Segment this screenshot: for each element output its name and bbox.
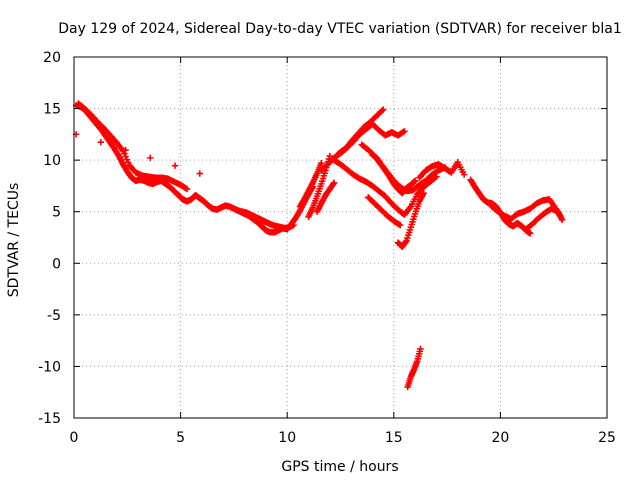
series-arc-upper-2 — [335, 106, 387, 159]
data-point — [183, 185, 191, 193]
series-evening-rise-d — [313, 179, 338, 215]
data-point — [460, 171, 468, 178]
series-dip-15h — [365, 194, 404, 229]
data-point — [396, 221, 404, 229]
data-point-fill — [122, 146, 129, 154]
y-tick-label: -10 — [38, 359, 61, 375]
y-tick-label: 5 — [52, 205, 61, 221]
series-isolated-points — [72, 131, 203, 177]
y-tick-label: 15 — [43, 102, 61, 118]
series-drop-15h — [394, 189, 427, 250]
data-point — [318, 160, 325, 167]
x-tick-label: 10 — [278, 430, 296, 446]
x-tick-label: 0 — [70, 430, 79, 446]
data-point — [401, 128, 408, 135]
data-point-fill — [378, 107, 386, 115]
data-point — [559, 216, 566, 224]
y-tick-label: -5 — [47, 308, 61, 324]
series-outlier-16h — [404, 345, 424, 391]
data-point-fill — [147, 154, 154, 162]
data-point-fill — [182, 184, 189, 192]
chart-title: Day 129 of 2024, Sidereal Day-to-day VTE… — [58, 21, 621, 37]
series-arc-cross — [369, 151, 419, 197]
series-late-17h — [416, 159, 468, 181]
data-point-fill — [97, 138, 105, 146]
data-point — [379, 106, 387, 113]
data-point-fill — [171, 162, 179, 169]
y-tick-label: -15 — [38, 411, 61, 427]
plot-frame — [73, 56, 608, 419]
x-axis-title: GPS time / hours — [281, 459, 398, 475]
y-tick-label: 20 — [43, 50, 61, 66]
data-point — [527, 230, 534, 237]
y-tick-label: 0 — [52, 256, 61, 272]
x-tick-label: 20 — [491, 430, 509, 446]
x-tick-label: 25 — [598, 430, 616, 446]
data-point-fill — [399, 128, 407, 136]
data-point-fill — [330, 180, 337, 188]
data-point — [417, 345, 424, 353]
axes-layer: 0 5 10 15 20 25 -15 -10 -5 0 5 10 15 20 — [38, 50, 616, 446]
data-point-fill — [402, 238, 409, 246]
series-evening-rise-b — [296, 160, 325, 210]
x-tick-label: 15 — [385, 430, 403, 446]
data-point — [196, 170, 203, 177]
data-point — [330, 179, 338, 187]
grid-layer — [74, 57, 607, 418]
y-tick-label: 10 — [43, 153, 61, 169]
data-layer — [72, 100, 566, 391]
data-point — [411, 177, 419, 184]
data-point-fill — [395, 221, 403, 228]
data-point — [326, 152, 334, 160]
data-point-fill — [411, 178, 418, 185]
y-axis-title: SDTVAR / TECUs — [6, 183, 22, 298]
x-tick-label: 5 — [176, 430, 185, 446]
data-point — [420, 189, 427, 197]
series-late-21h — [522, 205, 566, 233]
series-early-band-upper — [75, 100, 191, 193]
